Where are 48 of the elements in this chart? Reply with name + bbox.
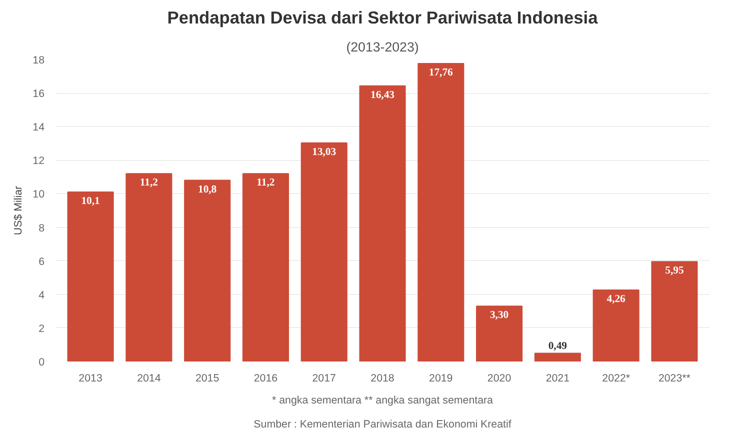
y-tick-label: 6 bbox=[38, 256, 45, 268]
x-tick-label: 2017 bbox=[312, 372, 336, 384]
data-label: 13,03 bbox=[312, 146, 336, 158]
y-tick-label: 2 bbox=[38, 322, 45, 335]
x-tick-label: 2016 bbox=[254, 372, 278, 384]
y-tick-label: 12 bbox=[32, 155, 45, 168]
data-label: 10,1 bbox=[81, 196, 100, 208]
bar bbox=[476, 306, 523, 362]
chart-subtitle: (2013-2023) bbox=[346, 40, 419, 54]
y-tick-label: 8 bbox=[38, 222, 45, 234]
y-tick-label: 16 bbox=[32, 88, 45, 100]
data-label: 11,2 bbox=[140, 178, 158, 189]
bar bbox=[534, 352, 581, 362]
bar bbox=[242, 173, 289, 362]
bar bbox=[651, 261, 698, 362]
data-label: 0,49 bbox=[548, 341, 568, 352]
bar bbox=[184, 180, 231, 362]
bar bbox=[592, 290, 640, 362]
y-tick-label: 10 bbox=[32, 188, 45, 201]
y-tick-label: 18 bbox=[32, 54, 45, 66]
data-label: 10,8 bbox=[198, 184, 217, 196]
y-tick-label: 0 bbox=[38, 356, 45, 368]
bar bbox=[300, 142, 348, 362]
x-tick-label: 2023** bbox=[658, 372, 690, 384]
x-tick-label: 2021 bbox=[546, 372, 570, 384]
bar bbox=[418, 63, 464, 362]
data-label: 3,30 bbox=[490, 310, 509, 322]
data-label: 16,43 bbox=[370, 90, 394, 101]
chart-title: Pendapatan Devisa dari Sektor Pariwisata Indonesia bbox=[167, 8, 598, 28]
x-tick-label: 2018 bbox=[370, 372, 394, 384]
text: * angka sementara ** angka sangat sementara bbox=[272, 394, 494, 406]
y-axis-title: US$ Miliar bbox=[12, 185, 25, 236]
x-tick-label: 2013 bbox=[78, 372, 102, 384]
y-tick-label: 4 bbox=[38, 289, 45, 302]
data-label: 4,26 bbox=[606, 294, 626, 306]
x-tick-label: 2022* bbox=[602, 372, 630, 384]
y-tick-label: 14 bbox=[32, 122, 45, 134]
bar bbox=[359, 85, 406, 362]
data-label: 5,95 bbox=[665, 266, 684, 277]
x-tick-label: 2019 bbox=[429, 372, 453, 384]
text: Sumber : Kementerian Pariwisata dan Ekonomi Kreatif bbox=[254, 418, 512, 430]
bar bbox=[126, 173, 172, 362]
x-tick-label: 2014 bbox=[137, 372, 161, 384]
data-label: 17,76 bbox=[428, 68, 454, 79]
data-label: 11,2 bbox=[256, 178, 275, 189]
x-tick-label: 2020 bbox=[487, 372, 512, 384]
x-tick-label: 2015 bbox=[195, 372, 220, 384]
bar bbox=[67, 192, 114, 362]
